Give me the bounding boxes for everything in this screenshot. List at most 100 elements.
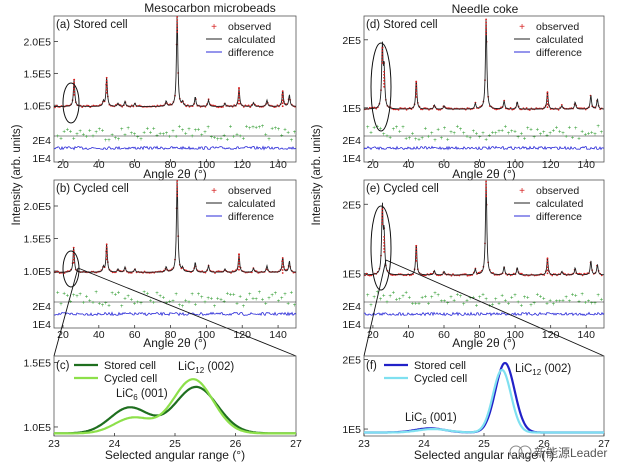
bragg-tick: + <box>219 298 223 304</box>
observed-point <box>383 76 385 79</box>
observed-point <box>105 79 108 82</box>
bragg-tick: + <box>420 295 424 301</box>
bragg-tick: + <box>372 295 376 301</box>
x-tick-label: 25 <box>478 438 490 450</box>
diff-tick-label: 2E4 <box>342 301 361 313</box>
bragg-tick: + <box>168 300 172 306</box>
observed-point <box>546 272 549 275</box>
x-axis-label: Angle 2θ (°) <box>452 336 516 350</box>
legend-entry: difference <box>228 47 274 59</box>
bragg-tick: + <box>274 291 278 297</box>
observed-point <box>546 91 549 94</box>
bragg-tick: + <box>398 130 402 136</box>
bragg-tick: + <box>178 124 182 130</box>
bragg-tick: + <box>235 132 239 138</box>
bragg-tick: + <box>484 138 488 144</box>
panel-c: 1.0E5 1.5E5 23 24 25 26 27 Selected angular ran… <box>24 355 302 462</box>
observed-point <box>176 192 179 194</box>
bragg-tick: + <box>449 295 453 301</box>
observed-point <box>281 96 284 99</box>
bragg-tick: + <box>152 301 156 307</box>
bragg-tick: + <box>261 124 265 130</box>
bragg-tick: + <box>462 131 466 137</box>
legend-entry: difference <box>536 211 582 223</box>
y-tick-label: 2E5 <box>342 199 361 211</box>
observed-point <box>72 258 75 261</box>
observed-point <box>397 108 400 111</box>
observed-point <box>281 90 284 93</box>
bragg-tick: + <box>577 137 581 143</box>
bragg-tick: + <box>184 299 188 305</box>
observed-point <box>238 262 240 265</box>
bragg-tick: + <box>290 138 294 144</box>
bragg-tick: + <box>443 126 447 132</box>
bragg-tick: + <box>187 300 191 306</box>
y-tick-label: 1E5 <box>342 269 361 281</box>
bragg-tick: + <box>382 294 386 300</box>
bragg-tick: + <box>369 303 373 309</box>
bragg-tick: + <box>274 126 278 132</box>
bragg-tick: + <box>280 133 284 139</box>
bragg-tick: + <box>146 292 150 298</box>
bragg-tick: + <box>56 290 60 296</box>
bragg-tick: + <box>478 295 482 301</box>
y-axis-label-left: Intensity (arb. units) <box>11 124 23 225</box>
bragg-tick: + <box>468 136 472 142</box>
bragg-tick: + <box>69 130 73 136</box>
bragg-tick: + <box>210 297 214 303</box>
bragg-tick: + <box>564 295 568 301</box>
bragg-tick: + <box>395 125 399 131</box>
observed-point <box>238 253 240 256</box>
bragg-tick: + <box>248 126 252 132</box>
bragg-tick: + <box>417 138 421 144</box>
bragg-tick: + <box>293 130 297 136</box>
bragg-tick: + <box>232 293 236 299</box>
x-tick-label: 140 <box>269 329 287 341</box>
observed-point <box>381 223 384 226</box>
observed-point <box>466 274 469 277</box>
bragg-tick: + <box>181 128 185 134</box>
bragg-tick: + <box>254 297 258 303</box>
bragg-tick: + <box>388 136 392 142</box>
bragg-tick: + <box>456 293 460 299</box>
bragg-tick: + <box>286 302 290 308</box>
x-axis-label: Selected angular range (°) <box>105 448 245 462</box>
y-tick-label: 1.0E5 <box>24 100 52 112</box>
bragg-tick: + <box>414 301 418 307</box>
plot-frame <box>53 179 297 329</box>
observed-point <box>105 258 108 261</box>
legend-entry: observed <box>536 21 579 33</box>
observed-point <box>176 186 179 188</box>
series-line-stored <box>54 385 296 435</box>
bragg-tick: + <box>385 300 389 306</box>
observed-point <box>281 102 284 105</box>
bragg-tick: + <box>600 298 604 304</box>
bragg-tick: + <box>206 296 210 302</box>
bragg-tick: + <box>242 137 246 143</box>
bragg-tick: + <box>440 136 444 142</box>
bragg-tick: + <box>206 125 210 131</box>
bragg-tick: + <box>366 293 370 299</box>
observed-point <box>281 257 284 259</box>
panel-label: (f) <box>366 360 377 372</box>
bragg-tick: + <box>552 129 556 135</box>
bragg-tick: + <box>430 131 434 137</box>
bragg-tick: + <box>459 294 463 300</box>
observed-point <box>238 90 240 93</box>
observed-point <box>525 107 528 109</box>
bragg-tick: + <box>222 299 226 305</box>
y-tick-label: 1.0E5 <box>24 422 52 434</box>
bragg-tick: + <box>532 135 536 141</box>
observed-point <box>105 243 108 246</box>
bragg-tick: + <box>66 127 70 133</box>
subscript: 6 <box>422 417 427 426</box>
bragg-tick: + <box>123 133 127 139</box>
bragg-tick: + <box>398 297 402 303</box>
observed-point <box>485 27 487 30</box>
bragg-tick: + <box>401 125 405 131</box>
bragg-tick: + <box>152 126 156 132</box>
bragg-tick: + <box>472 129 476 135</box>
bragg-tick: + <box>564 135 568 141</box>
bragg-tick: + <box>520 132 524 138</box>
